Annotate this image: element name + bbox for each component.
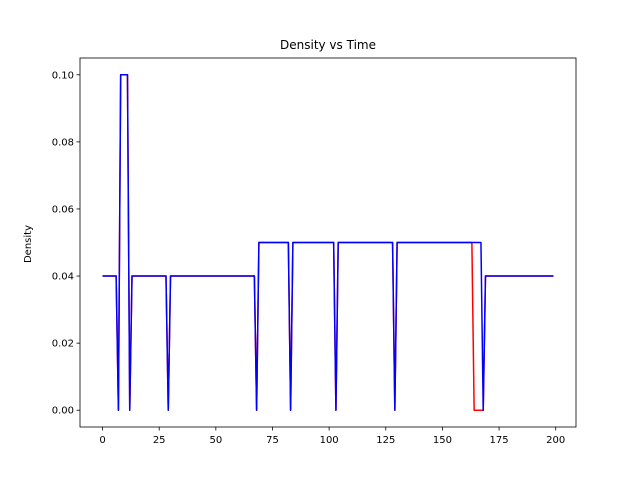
chart-title: Density vs Time: [280, 38, 376, 52]
x-tick-label: 75: [266, 435, 279, 446]
x-tick-label: 200: [546, 435, 565, 446]
y-tick-label: 0.08: [52, 137, 74, 148]
x-tick-label: 125: [376, 435, 395, 446]
x-tick-label: 100: [320, 435, 339, 446]
x-tick-label: 175: [490, 435, 509, 446]
y-tick-label: 0.06: [52, 204, 74, 215]
y-tick-label: 0.10: [52, 70, 74, 81]
series-line-2: [102, 74, 554, 411]
plot-area: 0 25 50 75 100 125 150 175 200 0.00 0.02 0.04 0.06 0.…: [52, 57, 577, 446]
y-tick-label: 0.02: [52, 339, 74, 350]
y-axis-label: Density: [23, 225, 34, 263]
x-tick-label: 150: [433, 435, 452, 446]
x-tick-label: 0: [99, 435, 105, 446]
x-tick-label: 50: [209, 435, 222, 446]
x-tick-label: 25: [153, 435, 166, 446]
plot-frame: [79, 57, 577, 428]
y-tick-label: 0.04: [52, 272, 74, 283]
y-tick-label: 0.00: [52, 406, 74, 417]
